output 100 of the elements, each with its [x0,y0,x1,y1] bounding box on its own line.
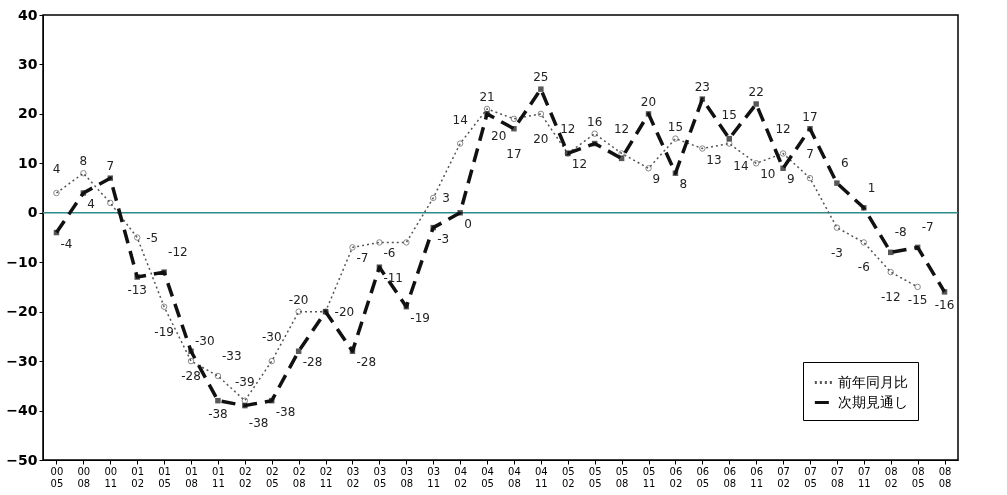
data-label: 20 [491,128,507,143]
point [349,244,356,251]
point [618,150,625,157]
data-label: 12 [571,157,588,172]
point [376,239,383,246]
point [160,303,168,310]
legend-label: 次期見通し [838,393,908,410]
point [188,348,194,354]
point [645,111,652,117]
point [914,283,921,291]
point [403,239,410,246]
x-tick-label: 03 08 [400,465,414,489]
point [860,239,868,246]
x-tick-label: 06 02 [669,465,683,489]
point [80,190,87,196]
data-label: 13 [706,152,722,167]
point [806,174,814,182]
x-tick-label: 03 11 [427,465,441,489]
x-tick-label: 07 05 [804,465,817,489]
y-tick-label: 0 [27,204,38,221]
data-label: -6 [857,260,870,275]
data-label: 14 [733,158,749,173]
data-label: -8 [894,225,907,240]
point [752,160,760,167]
data-label: -30 [261,330,282,345]
data-label: -39 [235,374,255,389]
point [591,130,598,137]
data-label: -20 [288,292,309,307]
data-label: -28 [356,355,377,370]
x-tick-label: 05 08 [615,465,629,489]
point [134,274,140,280]
x-tick-label: 06 11 [750,465,764,489]
data-label: 9 [652,172,661,187]
x-tick-label: 01 02 [131,465,145,489]
x-tick-label: 04 11 [535,465,548,489]
data-label: -3 [830,245,843,260]
data-label: 12 [613,122,630,137]
data-label: -28 [302,355,323,370]
data-label: 7 [806,147,814,162]
data-label: -7 [921,220,934,235]
y-tick-label: −40 [6,402,38,419]
point [833,224,841,231]
data-label: 21 [479,89,495,104]
point [268,357,275,365]
data-label: 8 [79,154,88,169]
point [699,96,706,102]
point [349,348,356,354]
data-label: 15 [721,107,737,122]
y-tick-label: −20 [6,303,38,320]
point [779,150,787,157]
data-label: 1 [867,180,876,195]
point [887,268,894,276]
point [672,170,679,176]
data-label: 12 [560,122,576,137]
data-label: -38 [275,404,296,419]
data-label: 4 [52,162,61,176]
data-label: -15 [907,292,928,307]
point [484,111,490,117]
point [699,145,706,152]
x-tick-label: 07 11 [857,465,871,489]
data-label: 4 [87,197,96,211]
data-label: 16 [587,114,603,129]
x-tick-label: 00 08 [77,465,91,489]
point [753,101,759,107]
point [807,125,813,132]
point [376,264,383,270]
x-tick-label: 07 02 [777,465,790,489]
data-label: -13 [127,283,147,298]
y-tick-label: 30 [18,55,38,72]
data-label: 17 [506,146,522,161]
data-label: -38 [248,415,269,430]
y-tick-label: 10 [18,154,38,171]
data-label: -4 [60,236,73,251]
x-tick-label: 05 11 [642,465,656,489]
x-tick-label: 01 05 [158,465,171,489]
point [242,402,248,409]
x-tick-label: 06 05 [696,465,710,489]
data-label: 10 [760,167,776,182]
data-label: 20 [640,94,657,109]
x-tick-label: 00 05 [50,465,64,489]
data-label: -3 [437,231,450,246]
point [645,165,652,172]
point [726,140,733,147]
point [214,372,222,380]
x-tick-label: 02 05 [265,465,279,489]
data-label: -38 [208,406,228,421]
x-tick-label: 01 11 [212,465,225,489]
data-label: -12 [880,290,901,305]
point [133,234,141,241]
y-tick-label: 40 [18,6,38,23]
x-tick-label: 08 08 [938,465,952,489]
x-tick-label: 05 05 [588,465,602,489]
point [107,199,114,207]
data-label: 17 [802,109,818,124]
x-tick-label: 04 02 [454,465,467,489]
data-label: 23 [694,80,710,95]
y-tick-label: −50 [6,451,38,468]
data-label: -5 [146,230,159,245]
point [456,140,464,147]
x-tick-label: 02 08 [292,465,306,489]
